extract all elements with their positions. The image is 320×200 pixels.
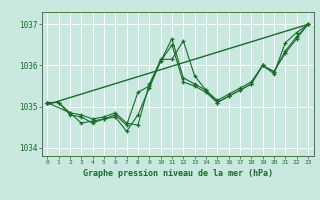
- X-axis label: Graphe pression niveau de la mer (hPa): Graphe pression niveau de la mer (hPa): [83, 169, 273, 178]
